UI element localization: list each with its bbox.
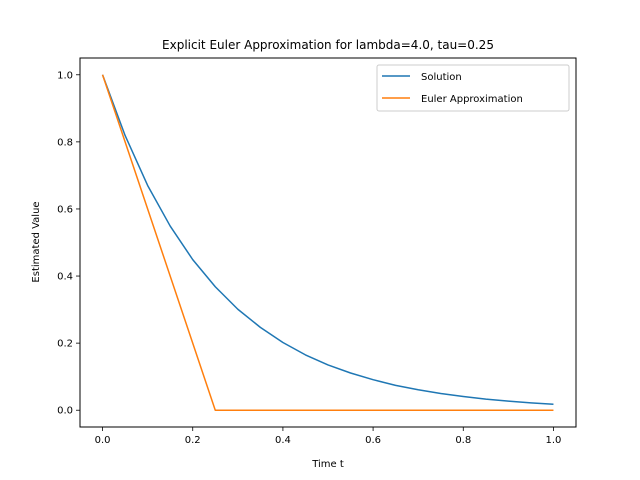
y-tick-label: 0.4 xyxy=(57,272,73,283)
x-tick-label: 0.8 xyxy=(455,435,471,446)
x-tick-label: 0.4 xyxy=(275,435,291,446)
x-tick-label: 1.0 xyxy=(546,435,562,446)
series-line-euler-approximation xyxy=(101,74,554,411)
y-axis: 0.0 0.2 0.4 0.6 0.8 1.0 xyxy=(57,70,80,417)
x-axis: 0.0 0.2 0.4 0.6 0.8 1.0 xyxy=(95,427,562,446)
series-layer xyxy=(101,74,554,411)
legend-label-euler: Euler Approximation xyxy=(421,94,523,105)
x-tick-label: 0.0 xyxy=(95,435,111,446)
chart-title: Explicit Euler Approximation for lambda=… xyxy=(162,38,494,52)
y-tick-label: 0.2 xyxy=(57,339,73,350)
y-tick-label: 0.8 xyxy=(57,137,73,148)
series-line-solution xyxy=(101,74,554,405)
y-tick-label: 0.0 xyxy=(57,406,73,417)
x-tick-label: 0.2 xyxy=(185,435,201,446)
legend: Solution Euler Approximation xyxy=(376,64,570,112)
y-axis-label: Estimated Value xyxy=(31,201,42,282)
axes-frame xyxy=(79,57,577,428)
legend-label-solution: Solution xyxy=(421,72,462,83)
x-tick-label: 0.6 xyxy=(365,435,381,446)
x-axis-label: Time t xyxy=(311,459,344,470)
legend-box xyxy=(376,64,570,112)
y-tick-label: 1.0 xyxy=(57,70,73,81)
y-tick-label: 0.6 xyxy=(57,204,73,215)
